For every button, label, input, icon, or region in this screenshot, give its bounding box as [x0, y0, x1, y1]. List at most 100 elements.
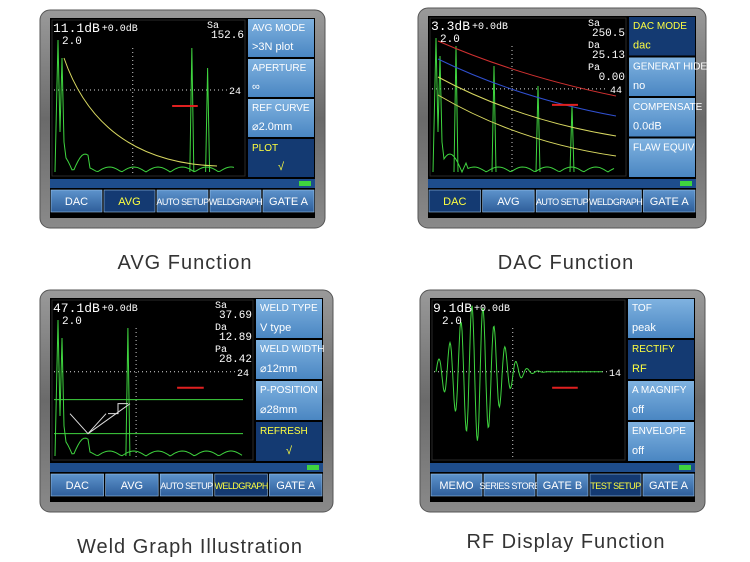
button-label: AVG [118, 196, 140, 208]
readout-label: Sa [207, 21, 219, 32]
menu-item[interactable] [248, 59, 314, 97]
dac-curve [437, 58, 617, 117]
soft-button[interactable] [262, 189, 315, 213]
range: 2.0 [440, 34, 460, 46]
menu-value: √ [278, 161, 285, 173]
button-label: AUTO SETUP [160, 481, 213, 491]
button-label: AUTO SETUP [536, 197, 589, 207]
soft-button[interactable] [269, 473, 323, 497]
menu-value: dac [633, 40, 651, 52]
gain: 9.1dB [433, 301, 472, 316]
soft-button[interactable] [50, 473, 104, 497]
battery [307, 465, 319, 470]
soft-button[interactable] [535, 189, 589, 213]
avg-curve [63, 57, 218, 167]
waveform [435, 305, 603, 441]
offset: +0.0dB [472, 21, 508, 33]
button-label: WELDGRAPH [589, 197, 643, 207]
dac-curve [437, 94, 617, 157]
button-label: GATE A [276, 480, 316, 492]
marker: 24 [229, 87, 241, 98]
gain: 11.1dB [53, 21, 100, 36]
readout-value: 37.69 [219, 310, 252, 322]
menu-item[interactable] [629, 17, 695, 56]
soft-button[interactable] [430, 473, 483, 497]
soft-button[interactable] [209, 189, 262, 213]
caption: RF Display Function [466, 531, 665, 553]
menu-label: AVG MODE [252, 23, 305, 34]
menu-label: TOF [632, 303, 652, 314]
soft-button[interactable] [103, 189, 156, 213]
button-label: GATE A [269, 196, 309, 208]
menu-item[interactable] [628, 340, 694, 379]
soft-button[interactable] [214, 473, 268, 497]
soft-button[interactable] [428, 189, 481, 213]
soft-button[interactable] [159, 473, 214, 497]
menu-item[interactable] [248, 19, 314, 57]
battery [299, 181, 311, 186]
menu-label: P-POSITION [260, 385, 318, 396]
menu-item[interactable] [629, 98, 695, 137]
soft-button[interactable] [536, 473, 589, 497]
soft-button[interactable] [642, 473, 695, 497]
menu-item[interactable] [248, 99, 314, 137]
menu-value: V type [260, 322, 291, 334]
soft-button[interactable] [156, 189, 209, 213]
gain: 3.3dB [431, 19, 470, 34]
menu-item[interactable] [256, 422, 322, 461]
button-label: DAC [65, 196, 88, 208]
menu-label: WELD TYPE [260, 303, 318, 314]
button-label: DAC [66, 480, 89, 492]
button-label: GATE A [649, 480, 689, 492]
soft-button[interactable] [105, 473, 159, 497]
menu-value: ⌀12mm [260, 363, 297, 375]
menu-label: ENVELOPE [632, 426, 686, 437]
menu-item[interactable] [629, 57, 695, 97]
plot-frame [431, 299, 626, 461]
soft-button[interactable] [483, 473, 536, 497]
range: 2.0 [442, 316, 462, 328]
soft-button[interactable] [643, 189, 696, 213]
waveform [54, 39, 235, 173]
menu-item[interactable] [248, 139, 314, 177]
menu-item[interactable] [628, 299, 694, 338]
readout-label: Sa [588, 19, 600, 30]
soft-button[interactable] [482, 189, 535, 213]
dac-curve [437, 76, 617, 137]
button-label: AUTO SETUP [156, 197, 209, 207]
readout-label: Da [588, 41, 600, 52]
soft-button[interactable] [50, 189, 103, 213]
menu-value: √ [286, 445, 293, 457]
menu-label: REF CURVE [252, 103, 310, 114]
plot-frame [51, 299, 254, 461]
readout-value: 12.89 [219, 332, 252, 344]
button-label: WELDGRAPH [214, 481, 268, 491]
soft-button[interactable] [589, 473, 642, 497]
menu-label: DAC MODE [633, 21, 687, 32]
button-label: GATE B [543, 480, 583, 492]
menu-item[interactable] [629, 138, 695, 178]
menu-value: 0.0dB [633, 121, 662, 133]
menu-item[interactable] [628, 381, 694, 420]
menu-value: RF [632, 363, 647, 375]
button-label: WELDGRAPH [209, 197, 263, 207]
menu-label: GENERAT HIDE [633, 62, 707, 73]
menu-item[interactable] [256, 299, 322, 338]
menu-label: FLAW EQUIV [633, 143, 695, 154]
menu-item[interactable] [256, 381, 322, 420]
readout-label: Sa [215, 301, 227, 312]
readout-label: Pa [588, 63, 600, 74]
menu-value: ⌀2.0mm [252, 121, 292, 133]
marker: 44 [610, 86, 622, 97]
soft-button[interactable] [589, 189, 642, 213]
menu-item[interactable] [256, 340, 322, 379]
waveform [54, 319, 243, 457]
menu-item[interactable] [628, 422, 694, 461]
offset: +0.0dB [102, 23, 138, 35]
device-panel: 9.1dB +0.0dB 2.0 14 TOF peak RECTIFY RF A MAGNIF… [419, 289, 706, 513]
scale-bar [50, 179, 315, 188]
menu-label: WELD WIDTH [260, 344, 324, 355]
